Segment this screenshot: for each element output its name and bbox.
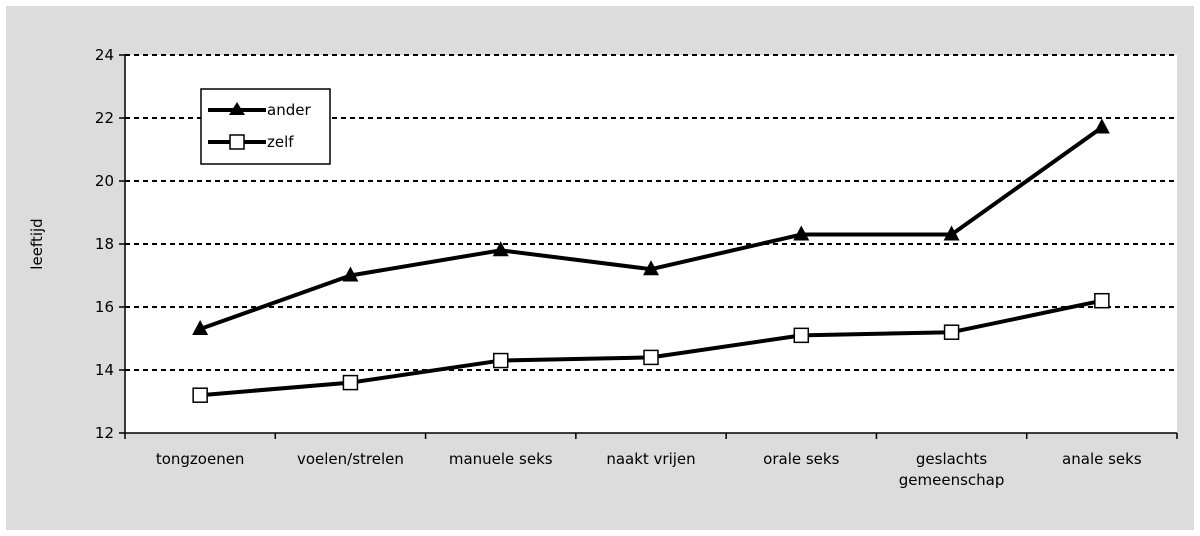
legend-label-zelf: zelf bbox=[267, 133, 294, 151]
point-zelf-1 bbox=[342, 374, 359, 391]
chart-container: 12 14 16 18 20 22 24 tongzoenen voelen/strelen m… bbox=[6, 6, 1194, 530]
point-ander-5 bbox=[943, 225, 960, 241]
point-ander-4 bbox=[793, 225, 810, 241]
x-tick-label-5-0: geslachts bbox=[916, 450, 988, 468]
x-tick-label-2: manuele seks bbox=[449, 450, 553, 468]
point-zelf-6 bbox=[1094, 292, 1110, 309]
y-tick-label-14: 14 bbox=[95, 361, 114, 379]
y-tick-label-12: 12 bbox=[95, 424, 114, 442]
y-tick-label-20: 20 bbox=[95, 172, 114, 190]
point-ander-0 bbox=[192, 320, 209, 336]
x-tick-label-1: voelen/strelen bbox=[297, 450, 404, 468]
legend-box bbox=[200, 88, 331, 165]
point-ander-3 bbox=[643, 260, 659, 276]
point-zelf-5 bbox=[943, 324, 960, 340]
y-tick-label-24: 24 bbox=[95, 46, 114, 64]
point-ander-2 bbox=[492, 241, 509, 257]
point-zelf-0 bbox=[192, 387, 208, 403]
point-ander-1 bbox=[342, 266, 359, 282]
legend: ander zelf bbox=[200, 88, 331, 165]
legend-label-ander: ander bbox=[267, 101, 311, 119]
x-tick-label-5-1: gemeenschap bbox=[899, 471, 1005, 489]
x-tick-label-6: anale seks bbox=[1062, 450, 1142, 468]
y-tick-label-22: 22 bbox=[95, 109, 114, 127]
y-axis-title: leeftijd bbox=[28, 218, 46, 269]
x-tick-label-4: orale seks bbox=[763, 450, 839, 468]
legend-marker-ander bbox=[229, 102, 245, 115]
x-tick-label-3: naakt vrijen bbox=[606, 450, 695, 468]
point-zelf-4 bbox=[793, 327, 810, 344]
point-zelf-3 bbox=[643, 349, 659, 366]
y-tick-label-16: 16 bbox=[95, 298, 114, 316]
line-chart: 12 14 16 18 20 22 24 tongzoenen voelen/strelen m… bbox=[28, 46, 1178, 489]
x-tick-label-0: tongzoenen bbox=[156, 450, 245, 468]
y-tick-label-18: 18 bbox=[95, 235, 114, 253]
legend-marker-zelf bbox=[229, 134, 245, 150]
point-zelf-2 bbox=[492, 352, 509, 369]
point-ander-6 bbox=[1093, 118, 1110, 134]
